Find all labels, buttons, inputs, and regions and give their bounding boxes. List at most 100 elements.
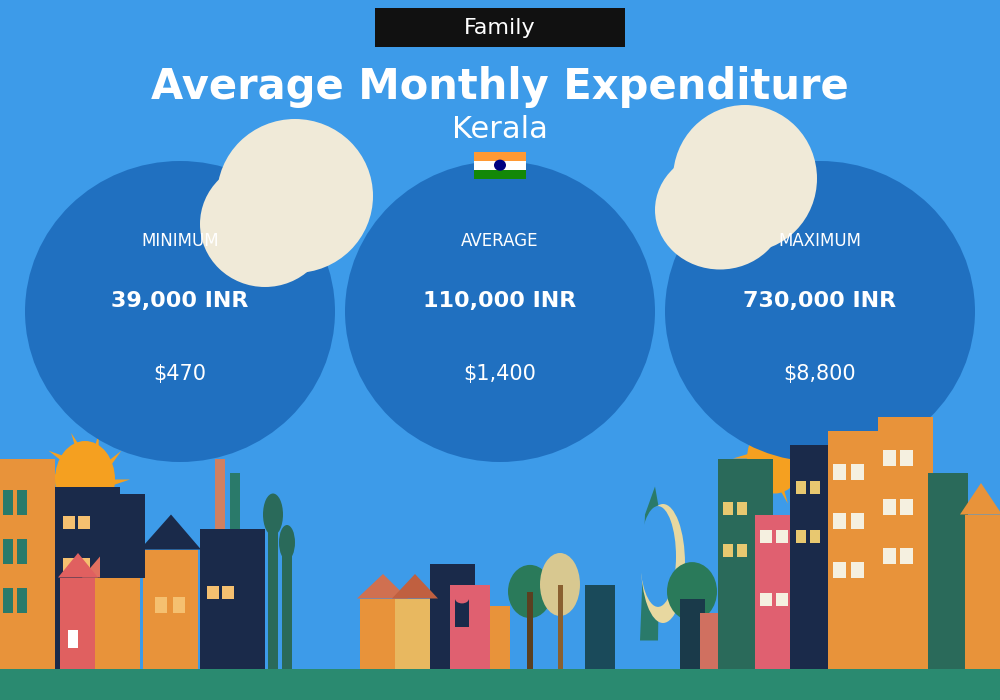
Bar bbox=[700, 612, 720, 668]
Polygon shape bbox=[775, 458, 809, 486]
Bar bbox=[0, 668, 1000, 700]
Bar bbox=[796, 530, 806, 542]
Bar bbox=[0, 458, 55, 668]
Bar bbox=[268, 514, 278, 668]
Ellipse shape bbox=[641, 504, 685, 623]
Bar bbox=[474, 169, 526, 178]
Bar bbox=[455, 598, 469, 626]
Polygon shape bbox=[58, 553, 98, 578]
Text: $470: $470 bbox=[154, 365, 207, 384]
Bar bbox=[900, 499, 913, 514]
Ellipse shape bbox=[25, 161, 335, 462]
Bar bbox=[200, 528, 265, 668]
Polygon shape bbox=[741, 430, 775, 458]
Bar bbox=[85, 578, 140, 668]
Text: Average Monthly Expenditure: Average Monthly Expenditure bbox=[151, 66, 849, 108]
Bar bbox=[527, 592, 533, 668]
Text: $8,800: $8,800 bbox=[784, 365, 856, 384]
Bar bbox=[474, 152, 526, 161]
Ellipse shape bbox=[673, 105, 817, 252]
Text: 730,000 INR: 730,000 INR bbox=[743, 291, 897, 311]
Bar bbox=[851, 513, 864, 528]
Bar bbox=[851, 464, 864, 480]
Polygon shape bbox=[733, 452, 775, 458]
Ellipse shape bbox=[508, 565, 552, 618]
Text: MAXIMUM: MAXIMUM bbox=[778, 232, 862, 251]
Bar bbox=[760, 593, 772, 606]
Bar bbox=[60, 578, 95, 668]
Bar bbox=[965, 514, 1000, 668]
Bar bbox=[883, 548, 896, 564]
Ellipse shape bbox=[55, 441, 115, 518]
Ellipse shape bbox=[455, 594, 469, 603]
Bar bbox=[17, 539, 27, 564]
Polygon shape bbox=[775, 413, 788, 459]
Polygon shape bbox=[762, 413, 775, 459]
Bar bbox=[776, 530, 788, 542]
Bar bbox=[63, 516, 75, 528]
Ellipse shape bbox=[217, 119, 373, 273]
Bar bbox=[723, 544, 733, 556]
Polygon shape bbox=[49, 480, 85, 508]
Bar bbox=[900, 548, 913, 564]
Polygon shape bbox=[357, 574, 408, 598]
Bar bbox=[810, 530, 820, 542]
Ellipse shape bbox=[747, 424, 803, 494]
Polygon shape bbox=[140, 514, 201, 550]
Bar bbox=[851, 562, 864, 578]
Bar bbox=[78, 558, 90, 570]
Polygon shape bbox=[960, 483, 1000, 514]
Bar bbox=[928, 473, 968, 668]
Bar bbox=[3, 490, 13, 514]
Bar bbox=[0, 668, 1000, 700]
Ellipse shape bbox=[655, 150, 785, 270]
Polygon shape bbox=[741, 458, 775, 486]
Polygon shape bbox=[762, 458, 775, 504]
Text: Kerala: Kerala bbox=[452, 115, 548, 144]
Bar bbox=[475, 606, 510, 668]
Polygon shape bbox=[85, 480, 121, 508]
Bar bbox=[230, 473, 240, 528]
Bar bbox=[790, 444, 830, 668]
Polygon shape bbox=[640, 486, 660, 640]
Polygon shape bbox=[775, 458, 788, 504]
Ellipse shape bbox=[640, 506, 676, 607]
Bar bbox=[690, 592, 695, 668]
Ellipse shape bbox=[665, 161, 975, 462]
Text: Family: Family bbox=[464, 18, 536, 38]
Bar bbox=[395, 598, 435, 668]
Ellipse shape bbox=[667, 562, 717, 621]
Bar bbox=[143, 550, 198, 668]
Text: $1,400: $1,400 bbox=[464, 365, 536, 384]
Polygon shape bbox=[49, 451, 85, 480]
Bar bbox=[760, 530, 772, 542]
Bar bbox=[282, 542, 292, 668]
Bar bbox=[718, 458, 773, 668]
Bar bbox=[17, 490, 27, 514]
Bar bbox=[796, 481, 806, 493]
Bar bbox=[68, 630, 78, 648]
Polygon shape bbox=[71, 480, 85, 526]
Bar bbox=[828, 430, 883, 668]
Ellipse shape bbox=[494, 160, 506, 171]
Bar bbox=[222, 586, 234, 598]
Text: 39,000 INR: 39,000 INR bbox=[111, 291, 249, 311]
Ellipse shape bbox=[540, 553, 580, 616]
Ellipse shape bbox=[263, 494, 283, 536]
Bar bbox=[207, 586, 219, 598]
Bar bbox=[100, 494, 145, 578]
Bar bbox=[883, 499, 896, 514]
Bar bbox=[17, 588, 27, 612]
Text: AVERAGE: AVERAGE bbox=[461, 232, 539, 251]
Bar bbox=[63, 558, 75, 570]
Bar bbox=[833, 513, 846, 528]
Bar bbox=[776, 593, 788, 606]
Bar bbox=[737, 502, 747, 514]
Polygon shape bbox=[775, 430, 809, 458]
Bar bbox=[3, 539, 13, 564]
Polygon shape bbox=[85, 433, 99, 480]
Polygon shape bbox=[85, 480, 130, 486]
Ellipse shape bbox=[279, 525, 295, 560]
Polygon shape bbox=[775, 458, 817, 465]
Bar bbox=[755, 514, 795, 668]
